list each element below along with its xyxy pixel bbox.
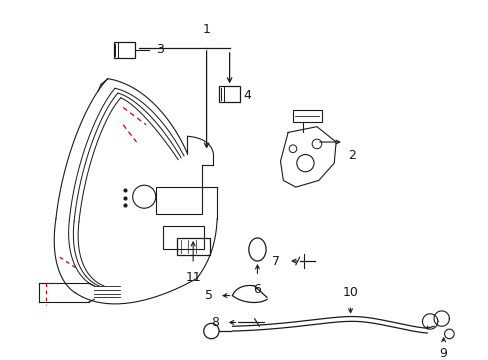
Bar <box>113 42 134 58</box>
Text: 2: 2 <box>347 149 355 162</box>
Text: 10: 10 <box>342 287 358 300</box>
Bar <box>292 111 321 122</box>
Text: 8: 8 <box>211 316 219 329</box>
Text: 5: 5 <box>205 289 213 302</box>
Bar <box>155 187 202 214</box>
Bar <box>163 225 203 249</box>
Text: 9: 9 <box>439 347 447 360</box>
Text: 6: 6 <box>253 283 261 296</box>
Text: 3: 3 <box>155 44 163 57</box>
Text: 4: 4 <box>243 90 250 103</box>
Text: 7: 7 <box>272 255 280 267</box>
Text: 11: 11 <box>185 271 201 284</box>
Text: 1: 1 <box>202 23 210 36</box>
Bar <box>219 86 240 102</box>
Bar <box>177 238 210 255</box>
